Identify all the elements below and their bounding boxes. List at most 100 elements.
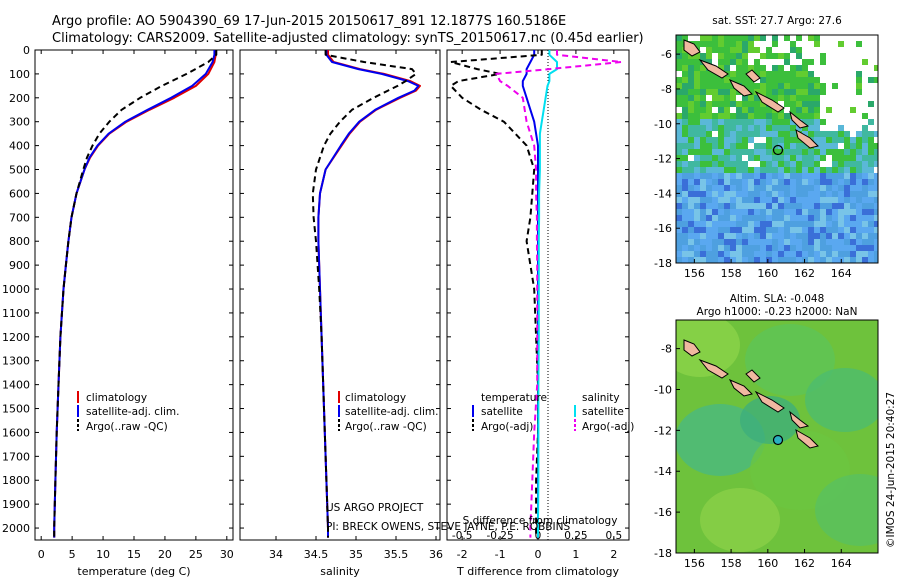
sst-cell bbox=[874, 149, 878, 155]
sst-cell bbox=[682, 119, 688, 125]
sst-cell bbox=[736, 41, 742, 47]
sst-cell bbox=[682, 59, 688, 65]
map-y-tick-label: -18 bbox=[654, 547, 672, 560]
sst-cell bbox=[760, 125, 766, 131]
sst-cell bbox=[844, 173, 850, 179]
sst-cell bbox=[748, 119, 754, 125]
sst-cell bbox=[718, 161, 724, 167]
sst-cell bbox=[742, 101, 748, 107]
sst-cell bbox=[784, 245, 790, 251]
sst-cell bbox=[688, 137, 694, 143]
sst-cell bbox=[682, 161, 688, 167]
series-line-satellite-salinity- bbox=[537, 50, 558, 538]
sst-cell bbox=[724, 89, 730, 95]
sst-cell bbox=[724, 83, 730, 89]
depth-tick-label: 2000 bbox=[2, 522, 30, 535]
x-tick-label: 0 bbox=[535, 548, 542, 561]
sst-cell bbox=[856, 209, 862, 215]
sst-cell bbox=[760, 149, 766, 155]
sst-cell bbox=[712, 209, 718, 215]
sst-cell bbox=[820, 173, 826, 179]
sst-cell bbox=[832, 257, 838, 263]
sst-cell bbox=[706, 203, 712, 209]
sst-cell bbox=[706, 59, 712, 65]
sst-cell bbox=[814, 239, 820, 245]
x-axes: 0 5 10 15 20 25 30 34 34.5 35 35.5 36 -2 -1 0 1 2 -0.5 -0.… bbox=[38, 50, 622, 561]
island bbox=[795, 128, 819, 149]
sst-cell bbox=[730, 167, 736, 173]
sst-cell bbox=[868, 251, 874, 257]
sst-cell bbox=[712, 257, 718, 263]
sst-cell bbox=[838, 149, 844, 155]
sst-cell bbox=[748, 77, 754, 83]
sst-cell bbox=[796, 161, 802, 167]
sst-cell bbox=[688, 125, 694, 131]
map-x-tick-label: 164 bbox=[831, 557, 852, 570]
sst-cell bbox=[772, 77, 778, 83]
x-tick-label: 15 bbox=[127, 548, 141, 561]
sst-cell bbox=[784, 227, 790, 233]
sst-cell bbox=[718, 245, 724, 251]
sst-cell bbox=[676, 65, 682, 71]
sst-cell bbox=[814, 251, 820, 257]
depth-tick-label: 1300 bbox=[2, 355, 30, 368]
x-tick-label: 36 bbox=[429, 548, 443, 561]
map-x-tick-label: 158 bbox=[721, 267, 742, 280]
sst-cell bbox=[676, 179, 682, 185]
sst-cell bbox=[676, 83, 682, 89]
sst-cell bbox=[718, 203, 724, 209]
sst-cell bbox=[688, 209, 694, 215]
sst-cell bbox=[700, 191, 706, 197]
sst-cell bbox=[718, 101, 724, 107]
sst-cell bbox=[766, 257, 772, 263]
sst-cell bbox=[766, 107, 772, 113]
sst-cell bbox=[712, 167, 718, 173]
sst-cell bbox=[712, 239, 718, 245]
sst-cell bbox=[676, 119, 682, 125]
sst-cell bbox=[772, 167, 778, 173]
sst-cell bbox=[808, 257, 814, 263]
depth-tick-label: 1900 bbox=[2, 498, 30, 511]
sst-cell bbox=[790, 179, 796, 185]
sst-cell bbox=[706, 47, 712, 53]
sst-cell bbox=[712, 251, 718, 257]
sst-cell bbox=[694, 131, 700, 137]
sst-cell bbox=[844, 149, 850, 155]
sst-cell bbox=[700, 245, 706, 251]
sst-cell bbox=[778, 173, 784, 179]
sst-cell bbox=[778, 137, 784, 143]
sst-cell bbox=[688, 203, 694, 209]
sst-cell bbox=[736, 203, 742, 209]
sst-cell bbox=[850, 179, 856, 185]
map-x-tick-label: 162 bbox=[794, 267, 815, 280]
sst-cell bbox=[772, 227, 778, 233]
sst-cell bbox=[742, 119, 748, 125]
sst-cell bbox=[802, 107, 808, 113]
depth-tick-label: 100 bbox=[9, 68, 30, 81]
sst-cell bbox=[874, 197, 878, 203]
sst-cell bbox=[676, 53, 682, 59]
sst-cell bbox=[814, 197, 820, 203]
sst-cell bbox=[724, 143, 730, 149]
map-x-tick-label: 160 bbox=[757, 267, 778, 280]
sst-cell bbox=[754, 215, 760, 221]
map-x-tick-label: 156 bbox=[684, 557, 705, 570]
sst-cell bbox=[724, 191, 730, 197]
sst-cell bbox=[778, 161, 784, 167]
sst-cell bbox=[742, 53, 748, 59]
sst-cell bbox=[676, 89, 682, 95]
sst-cell bbox=[706, 179, 712, 185]
sst-cell bbox=[706, 107, 712, 113]
sst-cell bbox=[820, 233, 826, 239]
x-tick-label: 34.5 bbox=[304, 548, 329, 561]
sst-cell bbox=[790, 161, 796, 167]
sst-cell bbox=[694, 83, 700, 89]
sst-cell bbox=[820, 143, 826, 149]
sst-cell bbox=[772, 179, 778, 185]
sst-cell bbox=[736, 53, 742, 59]
sst-cell bbox=[874, 245, 878, 251]
sst-cell bbox=[844, 197, 850, 203]
sst-cell bbox=[856, 221, 862, 227]
x-tick-label: 2 bbox=[610, 548, 617, 561]
sst-cell bbox=[874, 203, 878, 209]
